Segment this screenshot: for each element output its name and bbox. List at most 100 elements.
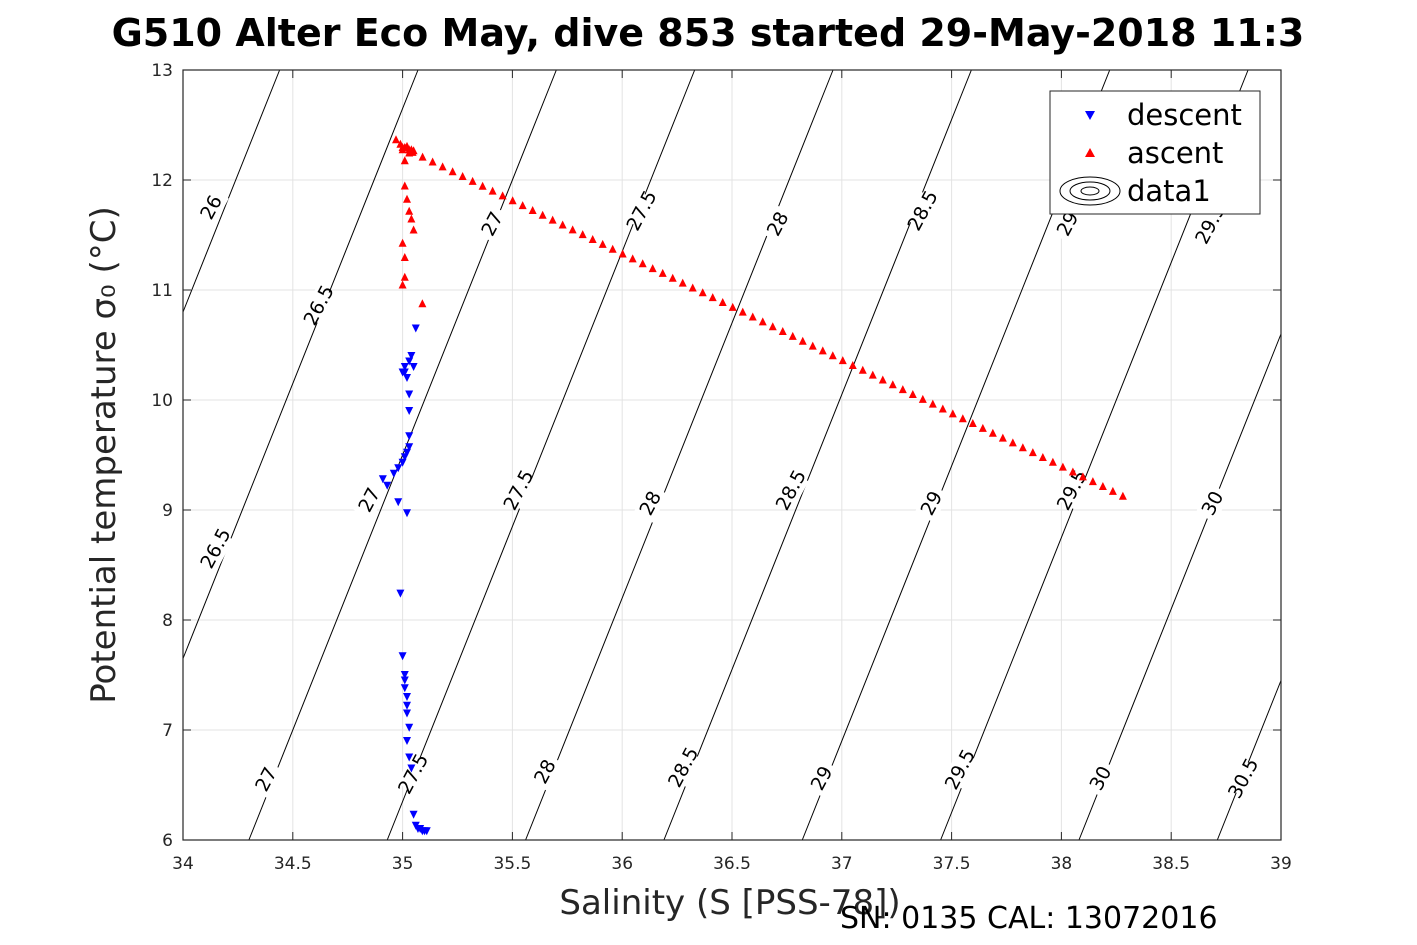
ascent-marker: [1098, 482, 1107, 491]
isopycnal-label-bg: [943, 750, 978, 789]
isopycnal-line: [1078, 333, 1282, 841]
ascent-marker: [548, 215, 557, 224]
ascent-marker: [778, 327, 787, 336]
x-tick-label: 38.5: [1152, 854, 1190, 874]
x-tick-label: 36.5: [713, 854, 751, 874]
ascent-marker: [718, 297, 727, 306]
ascent-marker: [598, 239, 607, 248]
descent-marker: [407, 764, 416, 773]
ascent-marker: [878, 375, 887, 384]
descent-marker: [396, 589, 405, 598]
x-tick-label: 37: [831, 854, 853, 874]
descent-marker: [402, 693, 411, 701]
ascent-marker: [808, 341, 817, 350]
ascent-marker: [478, 181, 487, 190]
ascent-marker: [848, 360, 857, 369]
ascent-marker: [988, 428, 997, 437]
ascent-marker: [678, 278, 687, 287]
ascent-marker: [1088, 477, 1097, 486]
descent-marker: [400, 676, 409, 685]
isopycnal-label-bg: [1083, 759, 1119, 798]
ascent-marker: [418, 152, 427, 161]
descent-marker: [411, 324, 420, 333]
ascent-marker: [1068, 467, 1077, 476]
ascent-marker: [400, 181, 409, 190]
ascent-marker: [1008, 438, 1017, 447]
ascent-marker: [468, 176, 477, 185]
ascent-marker: [568, 225, 577, 234]
ascent-marker: [398, 280, 407, 289]
isopycnal-label-bg: [501, 470, 537, 510]
ascent-marker: [628, 254, 637, 263]
descent-marker: [405, 753, 414, 762]
legend: descent ascent data1: [1049, 90, 1261, 215]
isopycnal-label-bg: [528, 752, 563, 792]
ascent-marker: [1038, 452, 1047, 461]
ascent-marker: [578, 230, 587, 239]
ascent-marker: [402, 141, 411, 150]
x-axis-label: Salinity (S [PSS-78]): [559, 883, 900, 923]
descent-marker: [402, 737, 411, 745]
isopycnal-line: [1216, 680, 1282, 841]
descent-marker: [411, 821, 420, 830]
ascent-marker: [407, 214, 416, 223]
isopycnal-label-bg: [194, 188, 229, 227]
ascent-marker: [538, 210, 547, 219]
y-tick-label: 8: [162, 611, 173, 631]
descent-marker: [405, 407, 414, 415]
ascent-marker: [958, 414, 967, 423]
descent-marker: [402, 709, 411, 718]
ascent-marker: [428, 157, 437, 166]
ascent-marker: [888, 380, 897, 389]
ascent-marker: [1078, 472, 1087, 481]
ascent-marker: [1018, 443, 1027, 452]
ascent-marker: [708, 293, 717, 302]
isopycnal-label-bg: [198, 529, 234, 568]
y-tick-label: 9: [162, 501, 173, 521]
ascent-marker: [928, 399, 937, 408]
y-tick-label: 6: [162, 831, 173, 851]
ascent-marker: [978, 423, 987, 432]
ascent-marker: [908, 389, 917, 398]
y-tick-label: 13: [151, 61, 173, 81]
descent-marker: [405, 443, 414, 452]
legend-descent-label: descent: [1127, 98, 1242, 132]
isopycnal-label-bg: [301, 286, 337, 325]
ascent-marker: [748, 312, 757, 321]
ascent-marker: [918, 394, 927, 403]
ascent-marker: [818, 346, 827, 355]
legend-ascent-label: ascent: [1127, 136, 1223, 170]
x-tick-label: 37.5: [933, 854, 971, 874]
chart-title: G510 Alter Eco May, dive 853 started 29-…: [112, 11, 1305, 55]
x-tick-label: 35: [392, 854, 414, 874]
ascent-marker: [1118, 491, 1127, 500]
ascent-marker: [508, 196, 517, 205]
ascent-marker: [1028, 448, 1037, 457]
descent-marker: [398, 652, 407, 661]
serial-calibration-footer: SN: 0135 CAL: 13072016: [840, 901, 1218, 936]
ascent-marker: [698, 288, 707, 297]
y-tick-label: 12: [151, 171, 173, 191]
ascent-marker: [400, 272, 409, 281]
ascent-marker: [998, 433, 1007, 442]
ascent-trend: [398, 143, 1127, 500]
ascent-marker: [798, 336, 807, 345]
isopycnal-line: [182, 69, 281, 313]
ascent-marker: [407, 145, 416, 154]
x-tick-label: 36: [611, 854, 633, 874]
y-tick-label: 7: [162, 721, 173, 741]
descent-marker: [402, 509, 411, 518]
descent-marker: [405, 390, 414, 399]
ascent-marker: [558, 220, 567, 229]
ascent-marker: [868, 370, 877, 379]
ascent-marker: [398, 145, 407, 154]
ascent-marker: [838, 356, 847, 365]
ascent-marker: [438, 162, 447, 171]
isopycnal-label-bg: [760, 204, 796, 244]
ascent-marker: [898, 385, 907, 394]
ascent-marker: [1058, 462, 1067, 471]
ascent-marker: [948, 409, 957, 418]
isopycnal-label-bg: [624, 191, 660, 231]
legend-ascent-marker: [1085, 148, 1095, 157]
